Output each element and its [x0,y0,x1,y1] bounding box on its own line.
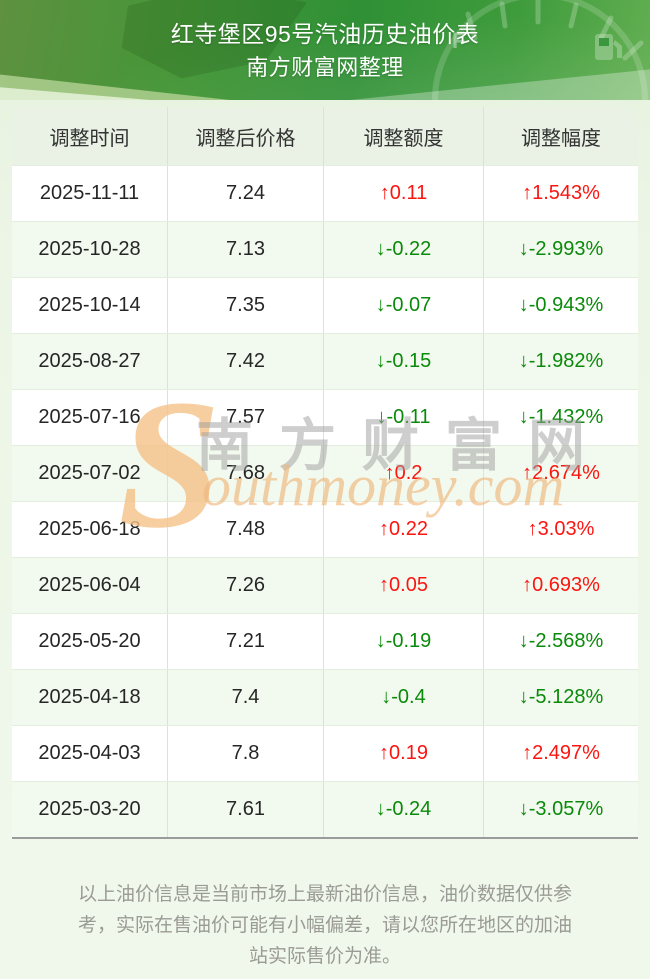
cell-percent: ↓-5.128% [483,670,638,725]
cell-price: 7.8 [167,726,323,781]
cell-change: ↑0.2 [323,446,483,501]
cell-percent: ↓-1.432% [483,390,638,445]
table-row: 2025-08-27 7.42 ↓-0.15 ↓-1.982% [12,333,638,389]
cell-change: ↑0.05 [323,558,483,613]
table-row: 2025-05-20 7.21 ↓-0.19 ↓-2.568% [12,613,638,669]
cell-date: 2025-10-28 [38,238,141,260]
cell-price: 7.68 [167,446,323,501]
gas-pump-glyph-icon [595,34,622,60]
cell-price: 7.21 [167,614,323,669]
cell-change: ↓-0.24 [323,782,483,837]
column-header-adjust-amount: 调整额度 [323,107,483,165]
cell-date: 2025-04-03 [38,742,141,764]
table-row: 2025-04-03 7.8 ↑0.19 ↑2.497% [12,725,638,781]
cell-price: 7.42 [167,334,323,389]
cell-date: 2025-06-18 [38,518,141,540]
table-row: 2025-03-20 7.61 ↓-0.24 ↓-3.057% [12,781,638,837]
gauge-full-label: F [452,28,465,53]
table-row: 2025-06-04 7.26 ↑0.05 ↑0.693% [12,557,638,613]
table-row: 2025-06-18 7.48 ↑0.22 ↑3.03% [12,501,638,557]
cell-price: 7.61 [167,782,323,837]
cell-percent: ↓-2.568% [483,614,638,669]
banner-sheen [0,0,650,100]
cell-price: 7.57 [167,390,323,445]
cell-price: 7.13 [167,222,323,277]
cell-date: 2025-03-20 [38,798,141,820]
cell-price: 7.35 [167,278,323,333]
cell-date: 2025-11-11 [39,182,140,204]
cell-date: 2025-07-02 [38,462,141,484]
header-banner: F 红寺堡区95号汽油历史油价表 南方财富网整理 [0,0,650,100]
table-row: 2025-10-28 7.13 ↓-0.22 ↓-2.993% [12,221,638,277]
table-header-row: 调整时间 调整后价格 调整额度 调整幅度 [12,107,638,165]
fuel-gauge-icon: F [432,0,648,100]
page-subtitle: 南方财富网整理 [246,55,404,80]
table-row: 2025-07-16 7.57 ↓-0.11 ↓-1.432% [12,389,638,445]
cell-price: 7.4 [167,670,323,725]
cell-change: ↑0.22 [323,502,483,557]
cell-percent: ↓-2.993% [483,222,638,277]
cell-change: ↑0.19 [323,726,483,781]
cell-change: ↓-0.22 [323,222,483,277]
column-header-adjust-range: 调整幅度 [483,107,638,165]
cell-date: 2025-08-27 [38,350,141,372]
cell-percent: ↓-0.943% [483,278,638,333]
table-row: 2025-10-14 7.35 ↓-0.07 ↓-0.943% [12,277,638,333]
cell-percent: ↓-3.057% [483,782,638,837]
disclaimer-text: 以上油价信息是当前市场上最新油价信息，油价数据仅供参考，实际在售油价可能有小幅偏… [77,884,572,967]
column-header-adjusted-price: 调整后价格 [167,107,323,165]
cell-change: ↑0.11 [323,166,483,221]
cell-price: 7.48 [167,502,323,557]
cell-change: ↓-0.4 [323,670,483,725]
cell-price: 7.26 [167,558,323,613]
cell-percent: ↑1.543% [483,166,638,221]
cell-percent: ↑3.03% [483,502,638,557]
cell-change: ↓-0.15 [323,334,483,389]
cell-change: ↓-0.19 [323,614,483,669]
table-row: 2025-07-02 7.68 ↑0.2 ↑2.674% [12,445,638,501]
price-table: 调整时间 调整后价格 调整额度 调整幅度 2025-11-11 7.24 ↑0.11… [12,107,638,839]
table-row: 2025-11-11 7.24 ↑0.11 ↑1.543% [12,165,638,221]
cell-date: 2025-07-16 [38,406,141,428]
cell-change: ↓-0.11 [323,390,483,445]
cell-date: 2025-06-04 [38,574,141,596]
cell-date: 2025-05-20 [38,630,141,652]
column-header-adjust-time: 调整时间 [49,127,130,150]
cell-price: 7.24 [167,166,323,221]
cell-date: 2025-04-18 [38,686,141,708]
cell-percent: ↑2.497% [483,726,638,781]
cell-percent: ↑2.674% [483,446,638,501]
cell-percent: ↑0.693% [483,558,638,613]
page-title: 红寺堡区95号汽油历史油价表 [170,21,480,47]
cell-percent: ↓-1.982% [483,334,638,389]
cell-date: 2025-10-14 [38,294,141,316]
cell-change: ↓-0.07 [323,278,483,333]
table-body: 2025-11-11 7.24 ↑0.11 ↑1.543% 2025-10-28 7.13… [12,165,638,837]
table-row: 2025-04-18 7.4 ↓-0.4 ↓-5.128% [12,669,638,725]
